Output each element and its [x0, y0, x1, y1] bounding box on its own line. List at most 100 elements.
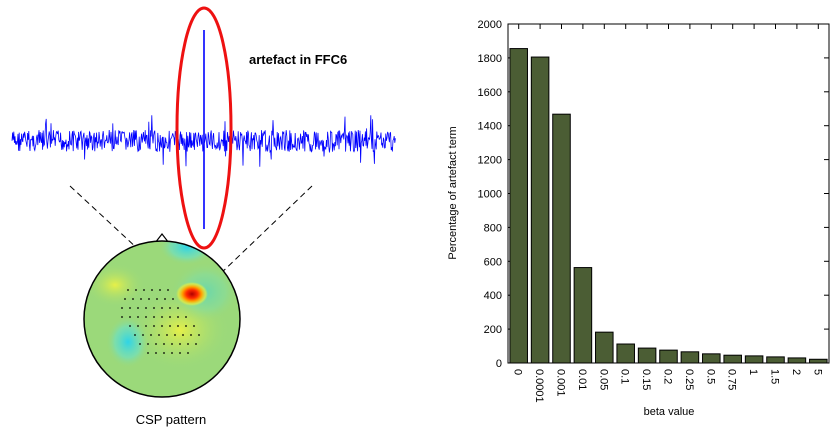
electrode-dot: [153, 307, 155, 309]
electrode-dot: [153, 316, 155, 318]
electrode-dot: [193, 325, 195, 327]
electrode-dot: [148, 298, 150, 300]
x-tick-label: 0.001: [555, 369, 567, 397]
x-tick-label: 1.5: [769, 369, 781, 384]
electrode-dot: [129, 307, 131, 309]
y-tick-label: 600: [484, 256, 502, 268]
bar-0.25: [680, 351, 700, 364]
x-tick-label: 0.01: [576, 369, 588, 390]
electrode-dot: [167, 289, 169, 291]
x-tick-label: 5: [811, 369, 823, 375]
bar-0.05: [595, 331, 614, 364]
electrode-dot: [171, 343, 173, 345]
electrode-dot: [169, 316, 171, 318]
electrode-dot: [159, 289, 161, 291]
bar-1: [744, 355, 764, 364]
electrode-dot: [185, 316, 187, 318]
electrode-dot: [139, 343, 141, 345]
x-tick-label: 0.15: [640, 369, 652, 390]
electrode-dot: [161, 307, 163, 309]
x-tick-label: 0.75: [726, 369, 738, 390]
electrode-dot: [150, 334, 152, 336]
bar-0.1: [616, 343, 635, 364]
electrode-dot: [124, 298, 126, 300]
electrode-dot: [187, 343, 189, 345]
electrode-dot: [177, 316, 179, 318]
bar-series: [509, 48, 828, 364]
y-tick-label: 2000: [478, 19, 502, 31]
bar-1.5: [766, 356, 785, 364]
electrode-dot: [182, 334, 184, 336]
electrode-dot: [127, 289, 129, 291]
bar-0.001: [552, 113, 571, 364]
x-tick-label: 0.25: [683, 369, 695, 390]
y-tick-label: 1600: [478, 87, 502, 99]
artefact-highlight-ellipse: [175, 6, 233, 250]
electrode-dot: [145, 316, 147, 318]
electrode-dot: [153, 325, 155, 327]
electrode-dot: [135, 289, 137, 291]
bar-5: [809, 358, 828, 364]
electrode-dot: [137, 325, 139, 327]
electrode-dot: [145, 325, 147, 327]
artefact-hotspot: [176, 282, 208, 306]
electrode-dot: [142, 334, 144, 336]
electrode-dot: [174, 334, 176, 336]
y-tick-label: 800: [484, 222, 502, 234]
y-tick-label: 1800: [478, 53, 502, 65]
x-tick-label: 0.5: [704, 369, 716, 384]
x-axis: 0 0.0001 0.001 0.01 0.05 0.1 0.15 0.2 0.25 0.5 0.7…: [512, 24, 823, 403]
x-tick-label: 0.1: [619, 369, 631, 384]
electrode-grid: [121, 289, 200, 354]
electrode-dot: [179, 352, 181, 354]
electrode-dot: [155, 352, 157, 354]
csp-illustration: artefact in FFC6 CSP pattern: [11, 6, 396, 427]
electrode-dot: [147, 343, 149, 345]
electrode-dot: [132, 298, 134, 300]
electrode-dot: [190, 334, 192, 336]
y-tick-label: 0: [496, 358, 502, 370]
bar-2: [787, 357, 807, 364]
electrode-dot: [179, 343, 181, 345]
electrode-dot: [137, 307, 139, 309]
electrode-dot: [155, 343, 157, 345]
electrode-dot: [140, 298, 142, 300]
x-axis-label: beta value: [644, 406, 695, 418]
electrode-dot: [129, 316, 131, 318]
y-tick-label: 200: [484, 324, 502, 336]
electrode-dot: [161, 316, 163, 318]
connector-line-right: [192, 185, 313, 301]
electrode-dot: [187, 352, 189, 354]
electrode-dot: [134, 334, 136, 336]
electrode-dot: [163, 343, 165, 345]
bar-0: [509, 48, 528, 364]
artefact-annotation: artefact in FFC6: [249, 52, 347, 67]
x-tick-label: 0.05: [597, 369, 609, 390]
electrode-dot: [166, 334, 168, 336]
electrode-dot: [169, 325, 171, 327]
csp-head-map: [83, 233, 241, 398]
electrode-dot: [121, 316, 123, 318]
electrode-dot: [151, 289, 153, 291]
electrode-dot: [172, 298, 174, 300]
bar-0.75: [723, 354, 742, 364]
y-tick-label: 1000: [478, 189, 502, 201]
electrode-dot: [129, 325, 131, 327]
electrode-dot: [198, 334, 200, 336]
electrode-dot: [164, 298, 166, 300]
x-tick-label: 0: [512, 369, 524, 375]
electrode-dot: [156, 298, 158, 300]
y-axis-label: Percentage of artefact term: [447, 126, 459, 259]
electrode-dot: [143, 289, 145, 291]
electrode-dot: [161, 325, 163, 327]
y-tick-label: 1200: [478, 155, 502, 167]
connector-line-left: [69, 185, 194, 301]
electrode-dot: [185, 325, 187, 327]
bar-0.0001: [530, 56, 550, 364]
x-tick-label: 2: [790, 369, 802, 375]
electrode-dot: [169, 307, 171, 309]
electrode-dot: [145, 307, 147, 309]
bar-0.15: [637, 347, 657, 364]
